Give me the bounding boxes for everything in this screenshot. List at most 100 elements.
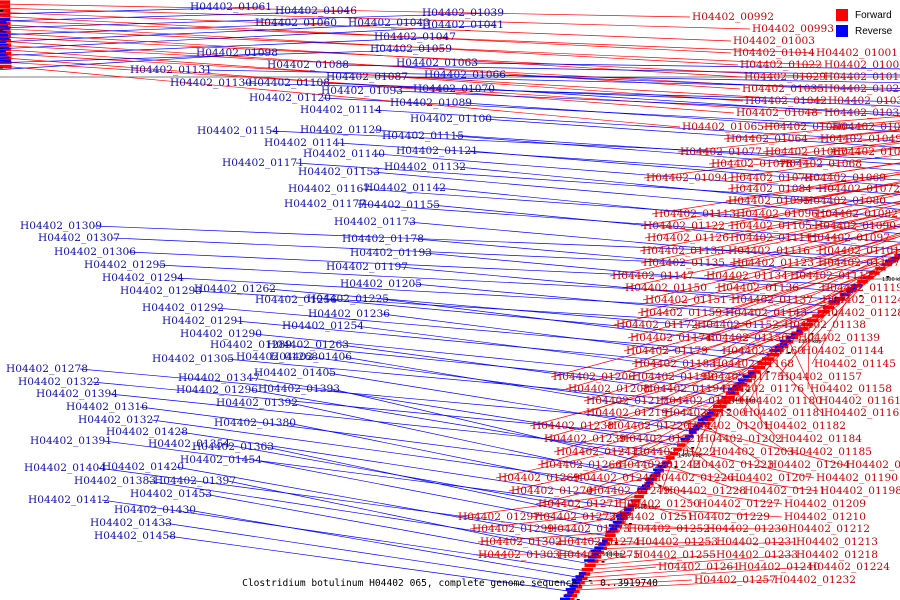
reverse-leader-line [413,283,810,321]
reverse-gene-label: H04402_01292 [142,302,224,314]
forward-gene-label: H04402_01176 [722,383,804,395]
forward-gene-label: H04402_01213 [796,536,878,548]
forward-leader-line [719,321,815,390]
forward-leader-line [651,486,783,505]
forward-gene-label: H04402_01168 [712,358,794,370]
forward-gene-label: H04402_01211 [744,485,826,497]
forward-gene-label: H04402_01209 [784,498,866,510]
forward-gene-block [0,0,11,4]
reverse-leader-line [287,422,638,495]
gc-marker [614,542,618,544]
forward-gene-label: H04402_01172 [616,319,698,331]
forward-leader-line [813,193,900,215]
reverse-gene-label: H04402_01405 [254,367,336,379]
gc-marker [674,466,678,468]
reverse-gene-block [747,372,755,375]
reverse-gene-block [737,381,745,385]
forward-gene-label: H04402_01068 [780,158,862,170]
reverse-gene-label: H04402_01193 [350,247,432,259]
forward-leader-line [770,358,823,414]
reverse-leader-line [486,88,900,117]
reverse-leader-line [0,22,330,36]
forward-leader-line [815,232,900,264]
forward-leader-line [622,226,900,289]
reverse-gene-label: H04402_01296 [176,384,258,396]
reverse-gene-label: H04402_01383 [74,475,156,487]
reverse-leader-line [415,238,866,279]
reverse-gene-block [653,471,661,475]
reverse-gene-label: H04402_01394 [36,388,118,400]
forward-gene-label: H04402_01113 [654,208,736,220]
forward-gene-block [0,4,11,9]
reverse-leader-line [267,288,793,335]
reverse-leader-line [187,509,578,578]
forward-leader-line [495,432,697,479]
reverse-leader-line [251,377,679,446]
reverse-leader-line [175,277,819,314]
reverse-gene-label: H04402_01404 [24,462,106,474]
reverse-leader-line [249,389,667,460]
forward-gene-label: H04402_01194 [644,383,726,395]
forward-gene-label: H04402_01150 [625,282,707,294]
forward-leader-line [799,280,868,352]
forward-gene-label: H04402_01228 [664,485,746,497]
reverse-gene-block [0,30,7,34]
forward-gene-label: H04402_01079 [730,172,812,184]
forward-leader-line [807,325,810,390]
reverse-gene-label: H04402_01458 [94,530,176,542]
reverse-gene-label: H04402_01293 [120,285,202,297]
forward-leader-line [0,44,823,90]
reverse-gene-block [609,527,618,530]
forward-leader-line [0,36,823,78]
reverse-leader-line [340,64,900,76]
reverse-gene-label: H04402_01453 [130,488,212,500]
tick-label: 1350 kbp [798,339,822,345]
reverse-leader-line [322,97,900,128]
reverse-gene-block [680,437,691,441]
forward-leader-line [727,200,900,239]
forward-gene-label: H04402_01297 [458,511,540,523]
forward-gene-label: H04402_01026 [824,83,900,95]
forward-gene-label: H04402_01090 [814,220,896,232]
forward-gene-label: H04402_01101 [818,245,900,257]
forward-gene-label: H04402_01253 [636,536,718,548]
forward-leader-line [727,154,900,179]
forward-gene-label: H04402_01166 [824,407,900,419]
reverse-leader-line [167,535,569,592]
forward-gene-label: H04402_01135 [643,257,725,269]
forward-gene-label: H04402_01249 [588,485,670,497]
forward-gene-label: H04402_01271 [538,498,620,510]
reverse-gene-label: H04402_01347 [178,372,260,384]
reverse-leader-line [227,480,592,557]
forward-gene-label: H04402_01212 [788,523,870,535]
forward-leader-line [609,498,642,518]
forward-leader-line [661,350,781,414]
reverse-gene-label: H04402_01254 [282,320,364,332]
forward-gene-block [812,314,824,318]
reverse-leader-line [371,171,900,219]
reverse-gene-block [616,517,625,521]
reverse-gene-label: H04402_01392 [216,397,298,409]
forward-gene-label: H04402_01157 [780,371,862,383]
reverse-leader-line [423,252,846,293]
reverse-gene-label: H04402_01142 [364,182,446,194]
reverse-gene-label: H04402_01177 [284,198,366,210]
reverse-leader-line [163,522,573,585]
reverse-leader-line [139,406,655,474]
forward-gene-block [881,262,892,267]
forward-leader-line [605,541,795,549]
gc-marker [746,390,750,392]
forward-gene-label: H04402_01210 [784,511,866,523]
reverse-gene-label: H04402_01121 [396,145,478,157]
forward-gene-label: H04402_01183 [634,358,716,370]
reverse-gene-block [637,487,648,491]
reverse-gene-label: H04402_01132 [384,161,466,173]
reverse-gene-block [0,59,11,63]
forward-leader-line [585,566,737,578]
forward-gene-block [634,494,644,499]
reverse-gene-label: H04402_01306 [54,246,136,258]
forward-leader-line [719,275,874,352]
forward-gene-label: H04402_01238 [532,420,614,432]
